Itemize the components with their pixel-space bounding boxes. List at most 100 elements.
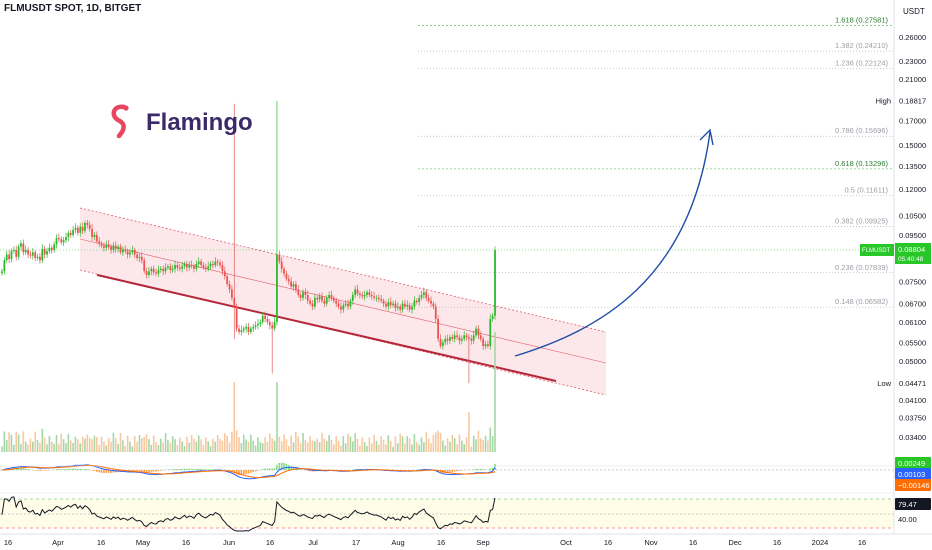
macd-hist-bar bbox=[257, 470, 259, 471]
volume-bar bbox=[323, 438, 326, 452]
candle-body bbox=[91, 228, 93, 238]
volume-bar bbox=[48, 435, 51, 452]
price-tick-label: 0.13500 bbox=[899, 162, 926, 171]
rsi-value-bg bbox=[895, 498, 931, 510]
macd-hist-bar bbox=[55, 469, 58, 470]
candle-body bbox=[62, 240, 65, 243]
macd-hist-bar bbox=[216, 469, 219, 470]
volume-bar bbox=[117, 443, 119, 452]
volume-bar bbox=[46, 444, 48, 452]
volume-bar bbox=[136, 441, 138, 452]
candle-body bbox=[121, 250, 124, 253]
volume-bar bbox=[404, 443, 406, 452]
volume-bar bbox=[439, 432, 442, 452]
candle-body bbox=[394, 303, 397, 309]
macd-hist-bar bbox=[297, 468, 300, 470]
candle-body bbox=[152, 268, 155, 273]
candle-body bbox=[456, 335, 458, 338]
volume-bar bbox=[302, 432, 304, 452]
macd-hist-bar bbox=[354, 469, 356, 470]
candle-body bbox=[60, 239, 63, 243]
candle-body bbox=[354, 289, 357, 296]
macd-hist-bar bbox=[160, 470, 162, 471]
volume-bar bbox=[8, 432, 10, 452]
volume-bar bbox=[406, 436, 409, 452]
volume-bar bbox=[252, 440, 255, 452]
candle-body bbox=[264, 315, 266, 319]
macd-hist-bar bbox=[133, 470, 136, 472]
candle-body bbox=[22, 243, 25, 253]
candle-body bbox=[20, 243, 22, 247]
macd-hist-bar bbox=[20, 467, 22, 470]
candle-body bbox=[399, 306, 402, 310]
macd-hist-bar bbox=[178, 468, 181, 470]
low-value: 0.04471 bbox=[899, 379, 926, 388]
volume-bar bbox=[216, 435, 219, 452]
candle-body bbox=[209, 263, 212, 267]
volume-bar bbox=[22, 431, 25, 452]
volume-bar bbox=[442, 440, 444, 452]
volume-bar bbox=[311, 440, 314, 452]
volume-bar bbox=[171, 436, 174, 452]
macd-hist-bar bbox=[344, 470, 347, 471]
volume-bar bbox=[306, 442, 309, 452]
macd-hist-bar bbox=[240, 470, 243, 476]
price-tick-label: 0.03750 bbox=[899, 414, 926, 423]
macd-hist-bar bbox=[283, 463, 285, 470]
volume-bar bbox=[276, 382, 278, 452]
macd-hist-bar bbox=[148, 470, 150, 473]
volume-bar bbox=[387, 435, 390, 452]
volume-bar bbox=[430, 443, 432, 452]
volume-bar bbox=[190, 435, 193, 452]
volume-bar bbox=[247, 441, 250, 452]
volume-bar bbox=[212, 438, 214, 452]
volume-bar bbox=[141, 438, 143, 452]
volume-bar bbox=[114, 438, 117, 452]
candle-body bbox=[290, 281, 293, 287]
volume-bar bbox=[1, 446, 3, 452]
candle-body bbox=[48, 247, 51, 252]
candle-body bbox=[330, 295, 333, 298]
volume-bar bbox=[152, 435, 155, 452]
macd-hist-bar bbox=[261, 469, 264, 470]
candle-body bbox=[323, 300, 326, 304]
price-tick-label: 0.12000 bbox=[899, 185, 926, 194]
candle-body bbox=[126, 251, 129, 255]
volume-bar bbox=[468, 412, 470, 452]
macd-hist-bar bbox=[43, 470, 46, 471]
candle-body bbox=[188, 265, 191, 268]
rsi-level: 40.00 bbox=[898, 515, 917, 524]
macd-hist-bar bbox=[290, 466, 292, 470]
volume-bar bbox=[20, 444, 22, 452]
volume-bar bbox=[58, 443, 60, 452]
candle-body bbox=[449, 337, 451, 341]
macd-hist-bar bbox=[212, 469, 214, 470]
candle-body bbox=[114, 245, 117, 249]
volume-bar bbox=[129, 441, 131, 452]
macd-hist-bar bbox=[91, 470, 93, 471]
volume-bar bbox=[197, 435, 200, 452]
macd-value: 0.00249 bbox=[898, 459, 925, 468]
volume-bar bbox=[221, 440, 224, 452]
candle-body bbox=[406, 305, 409, 307]
candle-body bbox=[347, 303, 349, 307]
candle-body bbox=[10, 251, 13, 260]
candle-body bbox=[245, 326, 248, 329]
time-axis: 16 Apr 16 May 16 Jun 16 Jul 17 Aug 16 Sep Oct 16 Nov 16… bbox=[4, 538, 866, 547]
volume-bar bbox=[449, 441, 451, 452]
volume-bar bbox=[380, 436, 383, 452]
volume-bar bbox=[226, 435, 228, 452]
macd-hist-bar bbox=[145, 470, 148, 473]
time-tick-label: Aug bbox=[391, 538, 404, 547]
candle-body bbox=[408, 305, 411, 310]
candle-body bbox=[340, 306, 342, 310]
volume-bar bbox=[67, 434, 70, 452]
candle-body bbox=[150, 268, 153, 272]
bar-countdown: 05:40:48 bbox=[898, 256, 924, 263]
volume-bar bbox=[32, 441, 34, 452]
candle-body bbox=[112, 245, 115, 251]
volume-bar bbox=[392, 446, 394, 452]
candle-body bbox=[69, 232, 72, 235]
time-tick-label: 16 bbox=[266, 538, 274, 547]
